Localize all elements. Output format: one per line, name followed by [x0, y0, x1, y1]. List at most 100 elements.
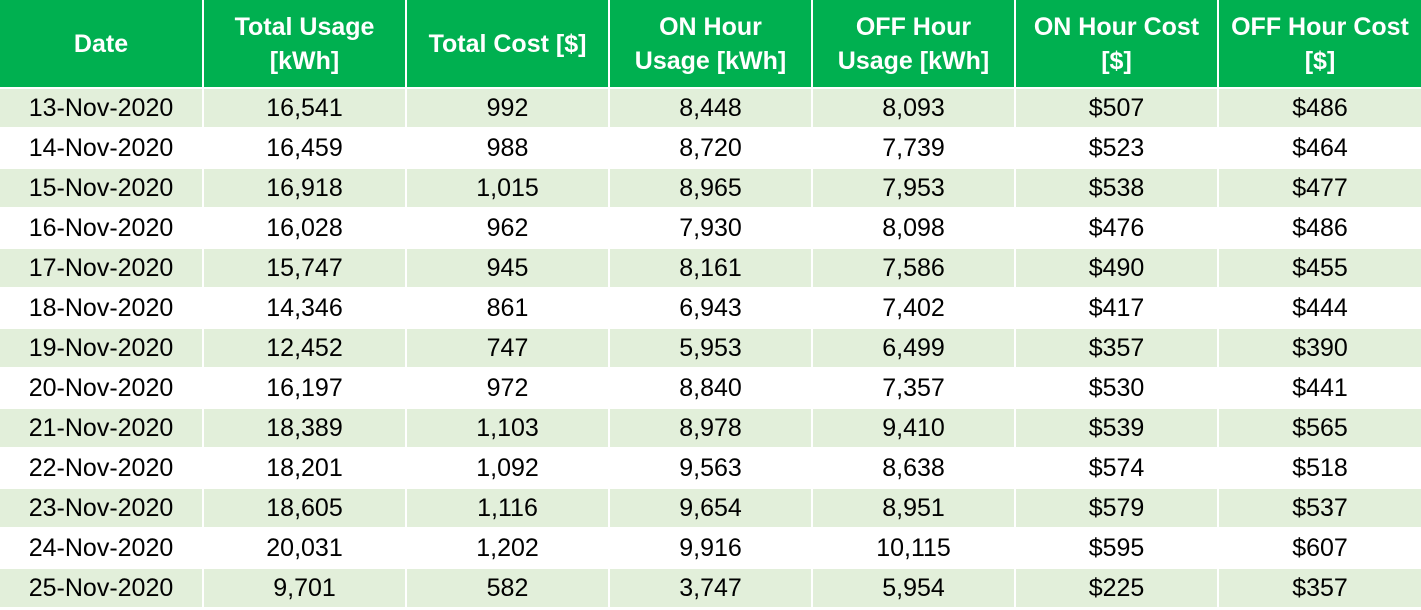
- cell-on-hour-cost: $225: [1015, 568, 1219, 609]
- cell-date: 17-Nov-2020: [0, 248, 204, 289]
- cell-on-hour-cost: $417: [1015, 288, 1219, 329]
- header-row: Date Total Usage [kWh] Total Cost [$] ON…: [0, 0, 1421, 89]
- table-row: 16-Nov-2020 16,028 962 7,930 8,098 $476 $486: [0, 208, 1421, 249]
- cell-off-hour-cost: $486: [1218, 208, 1421, 249]
- cell-on-hour-cost: $476: [1015, 208, 1219, 249]
- cell-date: 19-Nov-2020: [0, 328, 204, 369]
- table-row: 13-Nov-2020 16,541 992 8,448 8,093 $507 $486: [0, 88, 1421, 129]
- cell-total-cost: 972: [406, 368, 610, 409]
- table-row: 14-Nov-2020 16,459 988 8,720 7,739 $523 $464: [0, 128, 1421, 169]
- header-line: ON Hour: [659, 12, 762, 41]
- cell-on-hour-usage: 8,720: [609, 128, 813, 169]
- cell-on-hour-usage: 7,930: [609, 208, 813, 249]
- cell-on-hour-cost: $538: [1015, 168, 1219, 209]
- table-row: 21-Nov-2020 18,389 1,103 8,978 9,410 $539 $565: [0, 408, 1421, 449]
- cell-on-hour-usage: 8,161: [609, 248, 813, 289]
- cell-total-usage: 16,028: [203, 208, 407, 249]
- cell-off-hour-usage: 7,357: [812, 368, 1016, 409]
- header-line: [$]: [1101, 46, 1132, 75]
- cell-off-hour-usage: 10,115: [812, 528, 1016, 569]
- cell-on-hour-cost: $357: [1015, 328, 1219, 369]
- cell-off-hour-usage: 7,953: [812, 168, 1016, 209]
- cell-date: 21-Nov-2020: [0, 408, 204, 449]
- table-row: 19-Nov-2020 12,452 747 5,953 6,499 $357 $390: [0, 328, 1421, 369]
- cell-off-hour-cost: $518: [1218, 448, 1421, 489]
- cell-on-hour-cost: $579: [1015, 488, 1219, 529]
- cell-total-usage: 20,031: [203, 528, 407, 569]
- cell-off-hour-usage: 8,638: [812, 448, 1016, 489]
- cell-date: 25-Nov-2020: [0, 568, 204, 609]
- header-line: [kWh]: [269, 46, 340, 75]
- cell-off-hour-cost: $565: [1218, 408, 1421, 449]
- cell-on-hour-usage: 9,563: [609, 448, 813, 489]
- cell-total-cost: 1,015: [406, 168, 610, 209]
- cell-date: 14-Nov-2020: [0, 128, 204, 169]
- cell-total-usage: 18,389: [203, 408, 407, 449]
- cell-off-hour-cost: $357: [1218, 568, 1421, 609]
- header-line: Date: [73, 29, 129, 58]
- cell-total-usage: 16,541: [203, 88, 407, 129]
- header-line: [$]: [1304, 46, 1336, 75]
- cell-on-hour-usage: 8,965: [609, 168, 813, 209]
- cell-total-cost: 861: [406, 288, 610, 329]
- cell-total-usage: 12,452: [203, 328, 407, 369]
- cell-date: 16-Nov-2020: [0, 208, 204, 249]
- cell-off-hour-cost: $477: [1218, 168, 1421, 209]
- header-line: OFF Hour: [855, 12, 972, 41]
- table-row: 22-Nov-2020 18,201 1,092 9,563 8,638 $574 $518: [0, 448, 1421, 489]
- cell-off-hour-usage: 8,951: [812, 488, 1016, 529]
- header-line: OFF Hour Cost: [1231, 12, 1409, 41]
- column-header-date: Date: [0, 0, 204, 89]
- cell-on-hour-cost: $539: [1015, 408, 1219, 449]
- cell-off-hour-cost: $486: [1218, 88, 1421, 129]
- cell-off-hour-usage: 7,739: [812, 128, 1016, 169]
- column-header-on-hour-usage: ON Hour Usage [kWh]: [609, 0, 813, 89]
- header-line: Total Usage: [234, 12, 375, 41]
- cell-off-hour-cost: $444: [1218, 288, 1421, 329]
- header-line: Usage [kWh]: [837, 46, 990, 75]
- cell-total-cost: 747: [406, 328, 610, 369]
- column-header-off-hour-cost: OFF Hour Cost [$]: [1218, 0, 1421, 89]
- cell-on-hour-usage: 9,916: [609, 528, 813, 569]
- cell-on-hour-usage: 8,448: [609, 88, 813, 129]
- cell-date: 13-Nov-2020: [0, 88, 204, 129]
- cell-total-usage: 15,747: [203, 248, 407, 289]
- cell-total-cost: 1,202: [406, 528, 610, 569]
- cell-date: 22-Nov-2020: [0, 448, 204, 489]
- cell-total-usage: 16,459: [203, 128, 407, 169]
- table-row: 25-Nov-2020 9,701 582 3,747 5,954 $225 $357: [0, 568, 1421, 609]
- column-header-off-hour-usage: OFF Hour Usage [kWh]: [812, 0, 1016, 89]
- cell-on-hour-usage: 9,654: [609, 488, 813, 529]
- table-row: 24-Nov-2020 20,031 1,202 9,916 10,115 $595 $60…: [0, 528, 1421, 569]
- cell-on-hour-usage: 8,978: [609, 408, 813, 449]
- cell-on-hour-cost: $595: [1015, 528, 1219, 569]
- cell-off-hour-usage: 6,499: [812, 328, 1016, 369]
- cell-off-hour-usage: 7,586: [812, 248, 1016, 289]
- cell-date: 24-Nov-2020: [0, 528, 204, 569]
- cell-date: 20-Nov-2020: [0, 368, 204, 409]
- header-line: Total Cost [$]: [428, 29, 587, 58]
- cell-total-usage: 16,197: [203, 368, 407, 409]
- cell-total-cost: 992: [406, 88, 610, 129]
- cell-on-hour-usage: 5,953: [609, 328, 813, 369]
- cell-off-hour-cost: $464: [1218, 128, 1421, 169]
- cell-off-hour-cost: $537: [1218, 488, 1421, 529]
- cell-total-usage: 9,701: [203, 568, 407, 609]
- cell-off-hour-usage: 8,098: [812, 208, 1016, 249]
- cell-off-hour-cost: $607: [1218, 528, 1421, 569]
- cell-off-hour-usage: 8,093: [812, 88, 1016, 129]
- cell-off-hour-cost: $441: [1218, 368, 1421, 409]
- cell-total-cost: 945: [406, 248, 610, 289]
- column-header-on-hour-cost: ON Hour Cost [$]: [1015, 0, 1219, 89]
- cell-on-hour-cost: $574: [1015, 448, 1219, 489]
- cell-date: 23-Nov-2020: [0, 488, 204, 529]
- cell-total-cost: 1,103: [406, 408, 610, 449]
- cell-total-cost: 1,092: [406, 448, 610, 489]
- cell-total-cost: 988: [406, 128, 610, 169]
- column-header-total-usage: Total Usage [kWh]: [203, 0, 407, 89]
- table-row: 17-Nov-2020 15,747 945 8,161 7,586 $490 $455: [0, 248, 1421, 289]
- cell-on-hour-usage: 3,747: [609, 568, 813, 609]
- table-row: 23-Nov-2020 18,605 1,116 9,654 8,951 $579 $537: [0, 488, 1421, 529]
- cell-total-usage: 14,346: [203, 288, 407, 329]
